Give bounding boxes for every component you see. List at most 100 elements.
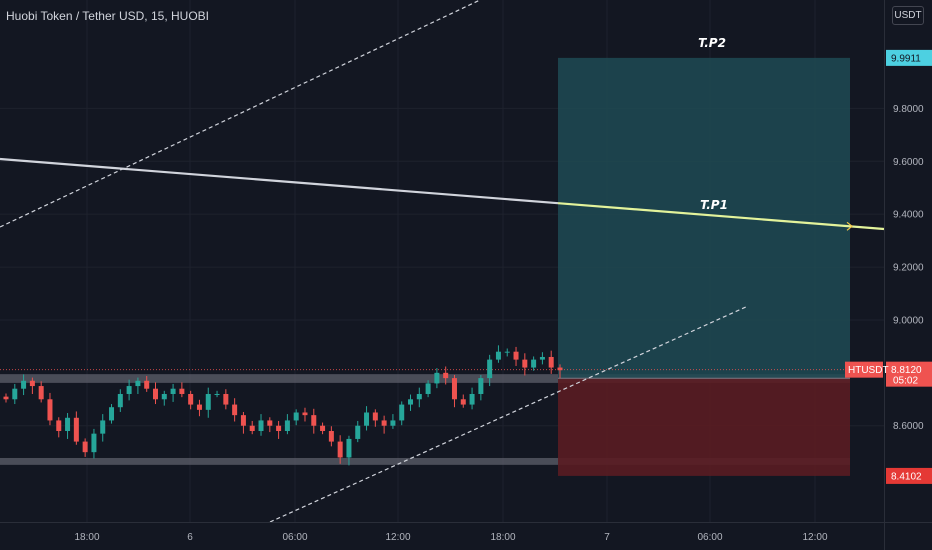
candle-body [469, 393, 475, 405]
candle-body [399, 404, 405, 421]
time-axis[interactable]: 18:00 6 06:00 12:00 18:00 7 06:00 12:00 [0, 522, 932, 544]
candle-body [293, 412, 299, 421]
long-position-tool[interactable] [558, 57, 850, 476]
candle-body [531, 359, 537, 368]
candle-body [38, 386, 44, 400]
annotations: T.P2 T.P1 [698, 36, 728, 212]
candle-body [548, 356, 554, 368]
resistance-zone [0, 374, 850, 383]
candle-body [135, 380, 141, 387]
countdown-tag: 05:02 [893, 376, 918, 387]
candle-body [100, 420, 106, 434]
candle-body [240, 415, 246, 426]
trendlines[interactable] [0, 0, 885, 523]
candle-body [416, 393, 422, 400]
symbol-tag-bg [845, 361, 883, 378]
profit-zone[interactable] [558, 57, 850, 379]
candle-body [372, 412, 378, 421]
candle-body [223, 393, 229, 405]
candle-body [126, 386, 132, 394]
time-tick-label: 18:00 [74, 532, 99, 543]
tp1-trendline[interactable] [557, 202, 885, 231]
price-tick-label: 9.4000 [893, 210, 924, 221]
tp1-label: T.P1 [700, 198, 728, 212]
candle-body [337, 441, 343, 458]
candle-body [451, 378, 457, 400]
time-tick-label: 7 [604, 532, 610, 543]
candle-body [381, 420, 387, 426]
time-tick-label: 12:00 [385, 532, 410, 543]
candle-body [495, 351, 501, 360]
tp1-arrow-icon [846, 221, 853, 231]
candle-body [109, 407, 115, 421]
stop-price-tag: 8.4102 [891, 471, 922, 482]
candle-body [390, 420, 396, 426]
currency-button[interactable]: USDT [892, 6, 924, 25]
candle-body [144, 380, 150, 389]
price-tick-label: 9.0000 [893, 315, 924, 326]
candle-body [65, 417, 71, 432]
candle-body [12, 388, 18, 400]
candle-body [205, 393, 211, 410]
upper-channel-line[interactable] [0, 0, 481, 228]
price-tick-label: 9.6000 [893, 157, 924, 168]
target-price-tag: 9.9911 [891, 53, 921, 64]
candle-body [513, 351, 519, 360]
price-tick-label: 9.8000 [893, 104, 924, 115]
candle-body [276, 425, 282, 432]
candle-body [434, 372, 440, 384]
candle-body [152, 388, 158, 400]
candle-body [478, 378, 484, 394]
candle-body [346, 438, 352, 458]
price-axis[interactable]: 8.6000 9.0000 9.2000 9.4000 9.6000 9.8000 9.99… [845, 0, 932, 550]
candle-body [196, 404, 202, 410]
time-tick-label: 6 [187, 532, 193, 543]
tp2-label: T.P2 [698, 36, 726, 50]
candle-body [3, 396, 9, 400]
candle-body [460, 399, 466, 405]
time-tick-label: 06:00 [697, 532, 722, 543]
candle-body [82, 441, 88, 453]
candle-body [522, 359, 528, 368]
last-price-tag: 8.8120 [891, 365, 922, 376]
descending-trendline[interactable] [0, 157, 559, 205]
time-tick-label: 12:00 [802, 532, 827, 543]
candle-body [557, 367, 563, 371]
support-zone [0, 457, 850, 465]
candle-body [284, 420, 290, 432]
candle-body [311, 415, 317, 426]
lower-channel-line[interactable] [269, 305, 749, 523]
candle-body [320, 425, 326, 432]
loss-zone[interactable] [558, 378, 850, 476]
candle-body [21, 380, 27, 389]
candle-body [267, 420, 273, 426]
candle-body [302, 412, 308, 416]
candle-body [258, 420, 264, 432]
candle-body [56, 420, 62, 432]
candle-body [539, 356, 545, 360]
candle-body [408, 399, 414, 405]
symbol-title: Huobi Token / Tether USD, 15, HUOBI [6, 9, 209, 23]
symbol-header: Huobi Token / Tether USD, 15, HUOBI [6, 9, 209, 23]
price-tick-label: 8.6000 [893, 421, 924, 432]
candle-body [364, 412, 370, 426]
candle-body [249, 425, 255, 432]
candle-body [328, 431, 334, 442]
candle-body [443, 372, 449, 379]
candle-body [504, 351, 510, 353]
time-tick-label: 06:00 [282, 532, 307, 543]
candle-body [425, 383, 431, 394]
candle-body [355, 425, 361, 439]
candle-body [214, 393, 220, 395]
candle-body [188, 393, 194, 405]
candle-body [91, 433, 97, 453]
price-tick-label: 9.2000 [893, 263, 924, 274]
symbol-tag: HTUSDT [848, 365, 889, 376]
candle-body [232, 404, 238, 416]
stop-price-tag-bg [886, 467, 932, 484]
time-tick-label: 18:00 [490, 532, 515, 543]
target-price-tag-bg [886, 49, 932, 66]
candle-body [487, 359, 493, 379]
